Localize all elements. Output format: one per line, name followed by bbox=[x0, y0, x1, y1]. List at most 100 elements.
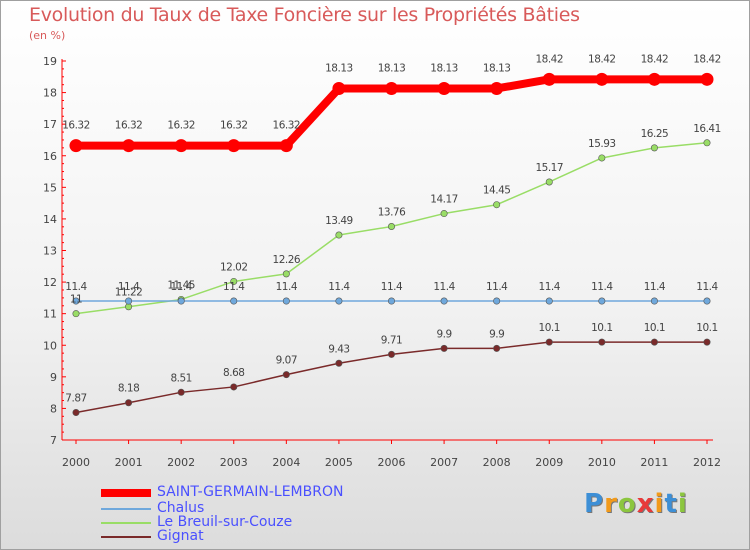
data-label: 7.87 bbox=[65, 393, 86, 405]
x-tick-label: 2000 bbox=[62, 456, 90, 469]
data-label: 9.43 bbox=[328, 343, 349, 355]
data-point bbox=[282, 371, 290, 379]
data-label: 10.1 bbox=[591, 322, 612, 334]
data-point bbox=[440, 297, 448, 305]
y-tick-label: 14 bbox=[43, 213, 57, 226]
data-label: 10.1 bbox=[539, 322, 560, 334]
data-point bbox=[650, 297, 658, 305]
data-label: 11.45 bbox=[167, 279, 195, 291]
x-tick-label: 2003 bbox=[220, 456, 248, 469]
y-tick-label: 10 bbox=[43, 339, 57, 352]
data-point bbox=[490, 81, 504, 95]
data-label: 16.32 bbox=[62, 120, 90, 132]
x-tick-label: 2001 bbox=[115, 456, 143, 469]
data-label: 13.76 bbox=[378, 206, 406, 218]
data-point bbox=[335, 359, 343, 367]
data-point bbox=[703, 139, 711, 147]
data-point bbox=[332, 81, 346, 95]
data-point bbox=[440, 344, 448, 352]
data-point bbox=[230, 277, 238, 285]
data-point bbox=[69, 139, 83, 153]
data-point bbox=[647, 72, 661, 86]
data-point bbox=[437, 81, 451, 95]
data-label: 16.32 bbox=[220, 120, 248, 132]
data-label: 11.4 bbox=[539, 281, 561, 293]
data-label: 8.18 bbox=[118, 383, 139, 395]
data-label: 18.42 bbox=[588, 53, 616, 65]
legend-label: Le Breuil-sur-Couze bbox=[157, 514, 293, 530]
data-label: 18.13 bbox=[430, 62, 458, 74]
logo-letter: r bbox=[604, 489, 618, 519]
data-label: 11.4 bbox=[433, 281, 455, 293]
data-point bbox=[335, 297, 343, 305]
data-label: 18.42 bbox=[693, 53, 721, 65]
data-point bbox=[545, 338, 553, 346]
data-point bbox=[335, 231, 343, 239]
data-point bbox=[230, 297, 238, 305]
logo-letter: P bbox=[584, 489, 605, 519]
legend-swatch bbox=[101, 508, 151, 510]
data-label: 18.42 bbox=[535, 53, 563, 65]
x-tick-label: 2011 bbox=[640, 456, 668, 469]
data-label: 11.4 bbox=[170, 281, 192, 293]
data-point bbox=[72, 310, 80, 318]
data-point bbox=[440, 210, 448, 218]
x-tick-label: 2007 bbox=[430, 456, 458, 469]
logo-letter: i bbox=[654, 489, 665, 519]
data-label: 11.4 bbox=[223, 281, 245, 293]
data-label: 15.17 bbox=[535, 162, 563, 174]
data-label: 16.32 bbox=[167, 120, 195, 132]
x-tick-label: 2009 bbox=[535, 456, 563, 469]
x-tick-label: 2006 bbox=[378, 456, 406, 469]
data-point bbox=[72, 297, 80, 305]
chart-title: Evolution du Taux de Taxe Foncière sur l… bbox=[29, 4, 580, 26]
data-point bbox=[387, 297, 395, 305]
data-label: 11.4 bbox=[381, 281, 403, 293]
data-point bbox=[542, 72, 556, 86]
data-label: 11.4 bbox=[696, 281, 718, 293]
data-label: 8.68 bbox=[223, 367, 244, 379]
data-label: 11.4 bbox=[644, 281, 666, 293]
data-label: 18.13 bbox=[325, 62, 353, 74]
data-label: 18.13 bbox=[378, 62, 406, 74]
data-point bbox=[125, 297, 133, 305]
y-tick-label: 19 bbox=[43, 55, 57, 68]
data-label: 9.07 bbox=[276, 355, 297, 367]
x-tick-label: 2004 bbox=[272, 456, 300, 469]
data-point bbox=[650, 338, 658, 346]
y-tick-label: 11 bbox=[43, 308, 57, 321]
legend-swatch bbox=[101, 536, 151, 538]
data-point bbox=[703, 338, 711, 346]
data-point bbox=[177, 388, 185, 396]
data-point bbox=[387, 222, 395, 230]
y-tick-label: 9 bbox=[50, 371, 57, 384]
data-label: 8.51 bbox=[170, 372, 191, 384]
data-label: 18.42 bbox=[641, 53, 669, 65]
data-label: 11 bbox=[70, 294, 82, 306]
data-label: 10.1 bbox=[696, 322, 717, 334]
data-point bbox=[650, 144, 658, 152]
data-point bbox=[595, 72, 609, 86]
data-label: 16.25 bbox=[641, 128, 669, 140]
x-tick-label: 2010 bbox=[588, 456, 616, 469]
data-point bbox=[125, 399, 133, 407]
data-label: 10.1 bbox=[644, 322, 665, 334]
data-point bbox=[703, 297, 711, 305]
data-label: 16.32 bbox=[273, 120, 301, 132]
data-label: 16.32 bbox=[115, 120, 143, 132]
x-tick-label: 2005 bbox=[325, 456, 353, 469]
logo-letter: x bbox=[636, 489, 655, 519]
data-point bbox=[282, 297, 290, 305]
y-tick-label: 15 bbox=[43, 181, 57, 194]
data-label: 13.49 bbox=[325, 215, 353, 227]
data-point bbox=[545, 297, 553, 305]
chart-subtitle: (en %) bbox=[29, 29, 66, 42]
data-label: 16.41 bbox=[693, 123, 721, 135]
data-label: 11.22 bbox=[115, 287, 143, 299]
logo-letter: o bbox=[617, 489, 637, 519]
x-tick-label: 2008 bbox=[483, 456, 511, 469]
data-label: 9.9 bbox=[436, 328, 451, 340]
data-point bbox=[545, 178, 553, 186]
data-point bbox=[72, 409, 80, 417]
